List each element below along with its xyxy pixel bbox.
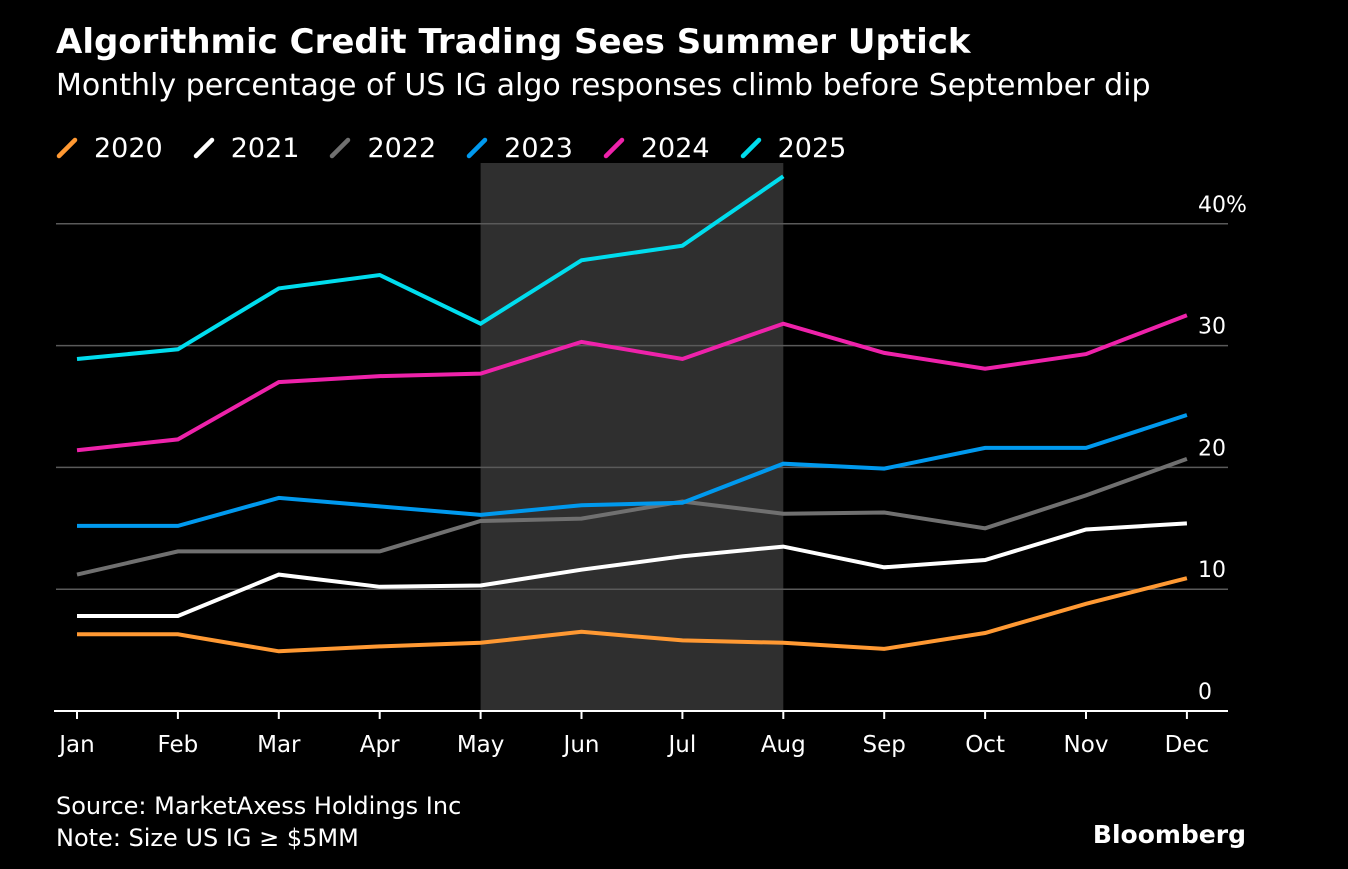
series-line-2023 — [77, 413, 1188, 528]
x-tick-label-Nov: Nov — [1064, 732, 1109, 758]
x-tick-label-Dec: Dec — [1165, 732, 1210, 758]
x-tick-label-Jan: Jan — [57, 732, 94, 758]
x-tick-label-Aug: Aug — [761, 732, 806, 758]
legend-label-2022: 2022 — [367, 132, 437, 164]
series-line-2025 — [76, 174, 785, 361]
line-chart: 40% 30 20 10 0 Jan Feb Mar Apr May Jun Jul Aug Sep Oct… — [54, 163, 1247, 758]
legend-swatch-2021 — [193, 137, 214, 159]
legend-label-2021: 2021 — [230, 132, 300, 164]
x-tick-label-Jul: Jul — [667, 732, 697, 758]
legend-swatch-2022 — [330, 137, 351, 159]
y-tick-label-40: 40% — [1198, 193, 1247, 218]
chart-title: Algorithmic Credit Trading Sees Summer U… — [56, 22, 971, 62]
legend-item-2024: 2024 — [603, 133, 710, 164]
x-tick-label-Apr: Apr — [360, 732, 400, 758]
x-tick-label-Feb: Feb — [158, 732, 199, 758]
legend-item-2020: 2020 — [56, 133, 163, 164]
label-layer: 40% 30 20 10 0 Jan Feb Mar Apr May Jun Jul Aug Sep Oct… — [57, 193, 1247, 758]
legend-label-2024: 2024 — [640, 132, 710, 164]
series-layer — [76, 174, 1188, 654]
axis-layer — [54, 710, 1228, 719]
x-tick-label-May: May — [457, 732, 505, 758]
series-line-2020 — [77, 576, 1188, 654]
highlight-band-may-aug — [480, 163, 784, 711]
y-tick-label-20: 20 — [1198, 436, 1226, 461]
x-tick-label-Sep: Sep — [863, 732, 906, 758]
legend-label-2020: 2020 — [94, 132, 163, 164]
legend-label-2023: 2023 — [504, 132, 573, 164]
legend-swatch-2020 — [56, 137, 78, 159]
bloomberg-logo: Bloomberg — [1092, 820, 1246, 849]
legend-item-2021: 2021 — [193, 132, 300, 164]
highlight-layer — [480, 163, 784, 711]
series-line-2022 — [76, 457, 1188, 577]
y-tick-label-10: 10 — [1198, 558, 1226, 583]
x-tick-label-Mar: Mar — [257, 732, 301, 758]
series-line-2024 — [76, 313, 1188, 453]
chart-subtitle: Monthly percentage of US IG algo respons… — [56, 68, 1151, 103]
x-tick-label-Oct: Oct — [965, 732, 1005, 758]
legend: 2020 2021 2022 2023 2024 2025 — [56, 130, 876, 166]
legend-item-2025: 2025 — [740, 132, 847, 164]
legend-swatch-2023 — [466, 137, 488, 159]
legend-swatch-2025 — [740, 137, 761, 159]
x-tick-label-Jun: Jun — [562, 732, 600, 758]
legend-label-2025: 2025 — [777, 132, 847, 164]
legend-item-2023: 2023 — [466, 133, 573, 164]
legend-swatch-2024 — [603, 137, 625, 159]
size-note: Note: Size US IG ≥ $5MM — [56, 824, 359, 852]
grid-layer — [56, 223, 1228, 590]
y-tick-label-30: 30 — [1198, 315, 1226, 340]
legend-item-2022: 2022 — [329, 133, 436, 164]
source-note: Source: MarketAxess Holdings Inc — [56, 792, 462, 820]
y-tick-label-0: 0 — [1198, 680, 1212, 705]
series-line-2021 — [77, 521, 1188, 618]
